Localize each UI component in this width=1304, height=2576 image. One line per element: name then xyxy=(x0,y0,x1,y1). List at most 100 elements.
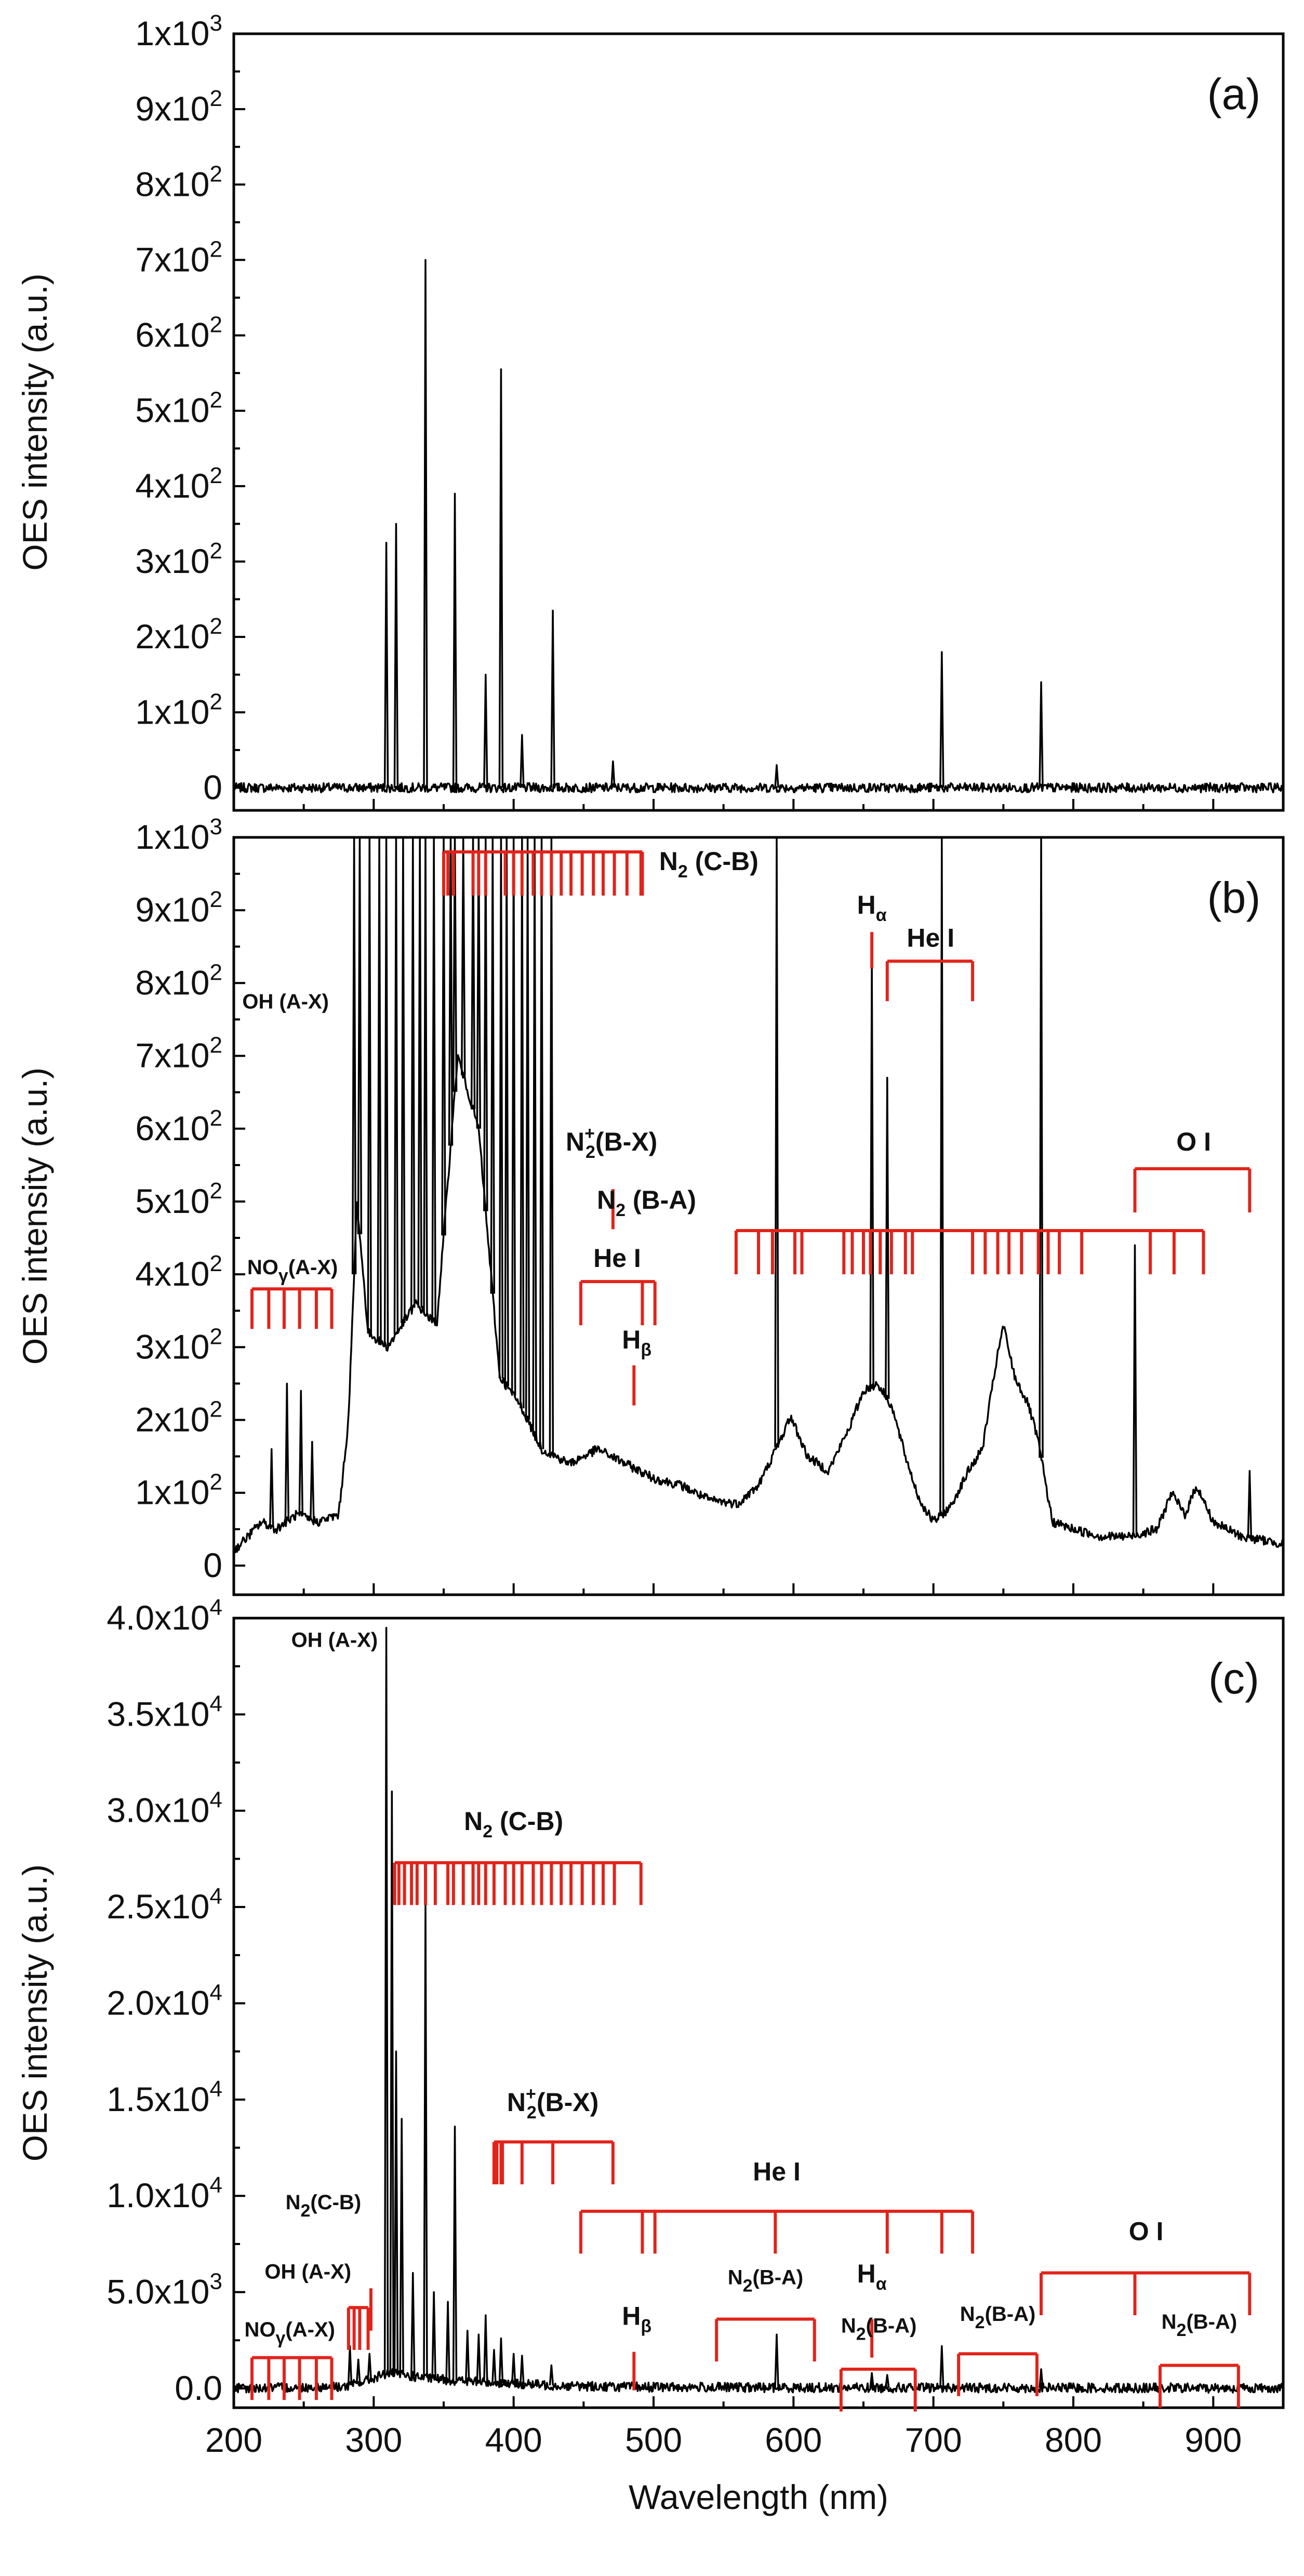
y-tick-label: 4x102 xyxy=(135,463,222,505)
y-tick-label: 1x103 xyxy=(135,10,222,52)
emission-peak xyxy=(399,2118,404,2375)
emission-peak xyxy=(269,1448,274,1527)
emission-peak xyxy=(520,2355,525,2384)
emission-peak xyxy=(939,836,944,1515)
annotation-label: OH (A-X) xyxy=(242,990,329,1013)
emission-peak xyxy=(490,836,496,1294)
emission-peak xyxy=(452,836,458,1092)
emission-peak xyxy=(869,960,874,1387)
emission-peak xyxy=(423,259,428,788)
emission-peak xyxy=(452,492,458,788)
panel-c-frame xyxy=(232,1617,1285,2409)
y-tick-label: 3.5x104 xyxy=(107,1691,222,1733)
panel-b-annotations: N2 (C-B) Hα He I OH (A-X) N+ 2(B-X) N2 (B-A) O … xyxy=(242,847,1252,1406)
y-tick-label: 2.5x104 xyxy=(107,1884,222,1926)
x-tick-label: 200 xyxy=(205,2421,262,2459)
x-tick-label: 900 xyxy=(1185,2421,1242,2459)
emission-peak xyxy=(504,836,509,1386)
y-tick-label: 7x102 xyxy=(135,236,222,278)
emission-peak xyxy=(498,2337,504,2383)
annotation-label: N2(B-A) xyxy=(960,2303,1036,2332)
annotation-label: N2(B-A) xyxy=(728,2266,804,2296)
y-tick-label: 5x102 xyxy=(135,388,222,430)
x-tick-label: 600 xyxy=(765,2421,822,2459)
y-tick-label: 3x102 xyxy=(135,538,222,580)
y-tick-label: 5.0x103 xyxy=(107,2269,222,2311)
emission-peak xyxy=(483,836,488,1211)
annotation-label: N2(B-A) xyxy=(1162,2311,1238,2340)
annotation-label: Hα xyxy=(857,2259,887,2294)
panel-a-spectrum xyxy=(233,259,1283,794)
panel-a-frame xyxy=(232,32,1285,812)
emission-peak xyxy=(410,836,416,1308)
spectrum-trace xyxy=(233,2368,1284,2394)
annotation-label: OH (A-X) xyxy=(291,1629,378,1652)
emission-peak xyxy=(869,2372,874,2388)
x-tick-label: 800 xyxy=(1045,2421,1102,2459)
spectrum-trace xyxy=(233,1054,1284,1554)
emission-peak xyxy=(511,2353,516,2384)
emission-peak xyxy=(367,2353,372,2380)
annotation-label: N2(C-B) xyxy=(286,2191,362,2221)
panel-b-label: (b) xyxy=(1207,873,1261,922)
emission-peak xyxy=(423,1902,428,2378)
emission-peak xyxy=(284,1382,290,1521)
y-tick-label: 3.0x104 xyxy=(107,1787,222,1830)
emission-peak xyxy=(539,836,544,1449)
annotation-label: N2 (B-A) xyxy=(597,1185,696,1220)
annotation-label: He I xyxy=(753,2157,801,2186)
annotation-label: O I xyxy=(1129,2217,1164,2246)
emission-peak xyxy=(357,836,363,1235)
panel-c-annotations: OH (A-X) N2 (C-B) N+ 2(B-X) He I N2(C-B) OH (A… xyxy=(245,1629,1252,2412)
y-tick-label: 2.0x104 xyxy=(107,1980,222,2022)
y-tick-label: 1x102 xyxy=(135,1470,222,1512)
y-tick-label: 0 xyxy=(203,1546,222,1584)
emission-peak xyxy=(939,2345,944,2388)
panel-b-frame xyxy=(232,836,1285,1596)
panel-b-y-ticks: 0 1x102 2x102 3x102 4x102 5x102 6x102 7x102 8x10… xyxy=(135,814,1284,1595)
y-tick-label: 1.0x104 xyxy=(107,2172,222,2214)
annotation-label: NOγ(A-X) xyxy=(245,2318,335,2348)
emission-peak xyxy=(465,2329,470,2382)
panel-b-spectrum xyxy=(233,836,1284,1554)
emission-peak xyxy=(448,836,454,1146)
panel-a: 0 1x102 2x102 3x102 4x102 5x102 6x102 7x102 8x10… xyxy=(16,10,1285,812)
emission-peak xyxy=(610,760,616,788)
emission-peak xyxy=(476,2333,482,2382)
emission-peak xyxy=(401,836,406,1324)
emission-peak xyxy=(549,2364,554,2386)
emission-peak xyxy=(351,836,357,1275)
emission-peak xyxy=(410,2272,416,2377)
emission-peak xyxy=(377,836,382,1341)
annotation-label: NOγ(A-X) xyxy=(247,1256,338,1286)
y-tick-label: 1.5x104 xyxy=(107,2076,222,2118)
spectrum-trace xyxy=(233,782,1283,794)
annotation-label: Hα xyxy=(857,890,887,925)
emission-peak xyxy=(476,836,482,1129)
emission-peak xyxy=(431,2291,436,2379)
emission-peak xyxy=(393,2050,399,2374)
y-tick-label: 6x102 xyxy=(135,312,222,354)
emission-peak xyxy=(423,836,428,1314)
emission-peak xyxy=(885,1076,890,1399)
emission-peak xyxy=(1247,1470,1253,1538)
emission-peak xyxy=(355,2358,361,2383)
emission-peak xyxy=(491,2349,497,2383)
emission-peak xyxy=(393,836,399,1334)
annotation-label: He I xyxy=(907,923,954,952)
annotation-label: N2 (C-B) xyxy=(659,847,759,882)
emission-peak xyxy=(532,836,537,1435)
y-tick-label: 4x102 xyxy=(135,1251,222,1293)
emission-peak xyxy=(445,2301,450,2380)
annotation-label: He I xyxy=(593,1244,641,1273)
panel-c-spectrum xyxy=(233,1626,1284,2394)
emission-peak xyxy=(550,609,555,788)
annotation-label: Hβ xyxy=(622,2302,651,2337)
emission-peak xyxy=(483,673,488,788)
emission-peak xyxy=(393,523,399,788)
y-tick-label: 8x102 xyxy=(135,959,222,1002)
emission-peak xyxy=(441,836,446,1236)
emission-peak xyxy=(520,734,525,788)
x-tick-label: 700 xyxy=(905,2421,962,2459)
